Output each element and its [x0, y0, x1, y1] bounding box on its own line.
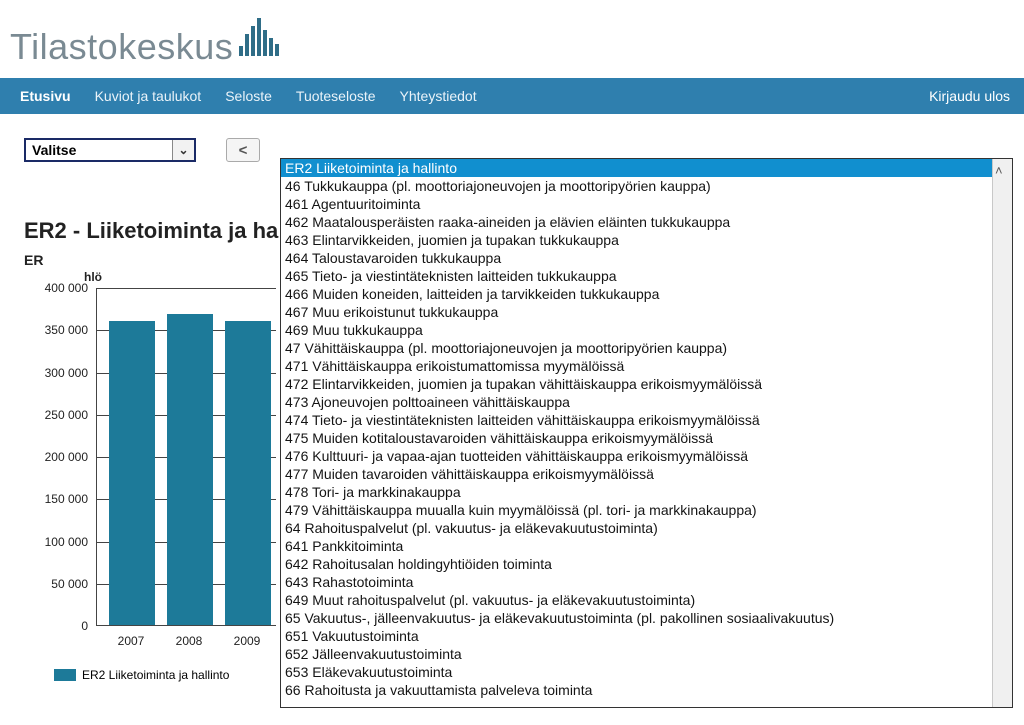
bar: [167, 314, 213, 625]
y-tick-label: 300 000: [24, 366, 88, 380]
plot-area: [96, 288, 276, 626]
y-tick-label: 0: [24, 619, 88, 633]
dropdown-panel: ER2 Liiketoiminta ja hallinto46 Tukkukau…: [280, 158, 1013, 708]
bar: [109, 321, 155, 625]
dropdown-item[interactable]: 652 Jälleenvakuutustoiminta: [281, 645, 992, 663]
nav-seloste[interactable]: Seloste: [213, 88, 284, 104]
dropdown-item[interactable]: 649 Muut rahoituspalvelut (pl. vakuutus-…: [281, 591, 992, 609]
y-tick-label: 50 000: [24, 577, 88, 591]
dropdown-item[interactable]: 473 Ajoneuvojen polttoaineen vähittäiska…: [281, 393, 992, 411]
y-tick-label: 250 000: [24, 408, 88, 422]
logo-icon: [239, 18, 279, 68]
nav-kuviot[interactable]: Kuviot ja taulukot: [83, 88, 214, 104]
dropdown-item[interactable]: 464 Taloustavaroiden tukkukauppa: [281, 249, 992, 267]
brand-logo: Tilastokeskus: [10, 18, 279, 68]
dropdown-item[interactable]: 47 Vähittäiskauppa (pl. moottoriajoneuvo…: [281, 339, 992, 357]
dropdown-item[interactable]: 474 Tieto- ja viestintäteknisten laittei…: [281, 411, 992, 429]
legend-swatch: [54, 669, 76, 681]
select-label: Valitse: [26, 140, 172, 160]
dropdown-item[interactable]: 461 Agentuuritoiminta: [281, 195, 992, 213]
dropdown-item[interactable]: 46 Tukkukauppa (pl. moottoriajoneuvojen …: [281, 177, 992, 195]
dropdown-item[interactable]: 477 Muiden tavaroiden vähittäiskauppa er…: [281, 465, 992, 483]
y-tick-label: 200 000: [24, 450, 88, 464]
gridline: [97, 288, 276, 289]
main-nav: Etusivu Kuviot ja taulukot Seloste Tuote…: [0, 78, 1024, 114]
dropdown-item[interactable]: 478 Tori- ja markkinakauppa: [281, 483, 992, 501]
dropdown-item[interactable]: 469 Muu tukkukauppa: [281, 321, 992, 339]
back-button-label: <: [239, 142, 248, 159]
dropdown-item[interactable]: 65 Vakuutus-, jälleenvakuutus- ja eläkev…: [281, 609, 992, 627]
dropdown-item[interactable]: 651 Vakuutustoiminta: [281, 627, 992, 645]
y-tick-label: 350 000: [24, 323, 88, 337]
scroll-up-icon: ˄: [995, 163, 1003, 178]
dropdown-item[interactable]: 472 Elintarvikkeiden, juomien ja tupakan…: [281, 375, 992, 393]
y-tick-label: 100 000: [24, 535, 88, 549]
dropdown-item[interactable]: 462 Maatalousperäisten raaka-aineiden ja…: [281, 213, 992, 231]
category-select[interactable]: Valitse ⌄: [24, 138, 196, 162]
dropdown-item[interactable]: 471 Vähittäiskauppa erikoistumattomissa …: [281, 357, 992, 375]
dropdown-item[interactable]: 66 Rahoitusta ja vakuuttamista palveleva…: [281, 681, 992, 699]
dropdown-item[interactable]: 643 Rahastotoiminta: [281, 573, 992, 591]
nav-tuoteseloste[interactable]: Tuoteseloste: [284, 88, 388, 104]
dropdown-item[interactable]: 64 Rahoituspalvelut (pl. vakuutus- ja el…: [281, 519, 992, 537]
dropdown-item[interactable]: 642 Rahoitusalan holdingyhtiöiden toimin…: [281, 555, 992, 573]
bar-chart: hlö 050 000100 000150 000200 000250 0003…: [24, 276, 284, 668]
y-tick-label: 150 000: [24, 492, 88, 506]
dropdown-item[interactable]: 466 Muiden koneiden, laitteiden ja tarvi…: [281, 285, 992, 303]
dropdown-item[interactable]: 475 Muiden kotitaloustavaroiden vähittäi…: [281, 429, 992, 447]
dropdown-item[interactable]: 641 Pankkitoiminta: [281, 537, 992, 555]
dropdown-item[interactable]: 653 Eläkevakuutustoiminta: [281, 663, 992, 681]
dropdown-item[interactable]: ER2 Liiketoiminta ja hallinto: [281, 159, 992, 177]
dropdown-item[interactable]: 479 Vähittäiskauppa muualla kuin myymälö…: [281, 501, 992, 519]
back-button[interactable]: <: [226, 138, 260, 162]
y-tick-label: 400 000: [24, 281, 88, 295]
header: Tilastokeskus: [0, 0, 1024, 78]
scrollbar[interactable]: ˄: [992, 159, 1012, 707]
nav-etusivu[interactable]: Etusivu: [8, 88, 83, 104]
nav-logout[interactable]: Kirjaudu ulos: [917, 88, 1016, 104]
dropdown-item[interactable]: 465 Tieto- ja viestintäteknisten laittei…: [281, 267, 992, 285]
dropdown-item[interactable]: 476 Kulttuuri- ja vapaa-ajan tuotteiden …: [281, 447, 992, 465]
brand-name: Tilastokeskus: [10, 26, 233, 68]
x-tick-label: 2009: [224, 634, 270, 648]
nav-yhteystiedot[interactable]: Yhteystiedot: [388, 88, 489, 104]
dropdown-list[interactable]: ER2 Liiketoiminta ja hallinto46 Tukkukau…: [281, 159, 992, 707]
dropdown-item[interactable]: 463 Elintarvikkeiden, juomien ja tupakan…: [281, 231, 992, 249]
bar: [225, 321, 271, 625]
chevron-down-icon: ⌄: [172, 140, 194, 160]
x-tick-label: 2007: [108, 634, 154, 648]
dropdown-item[interactable]: 467 Muu erikoistunut tukkukauppa: [281, 303, 992, 321]
x-tick-label: 2008: [166, 634, 212, 648]
legend-label: ER2 Liiketoiminta ja hallinto: [82, 668, 229, 682]
